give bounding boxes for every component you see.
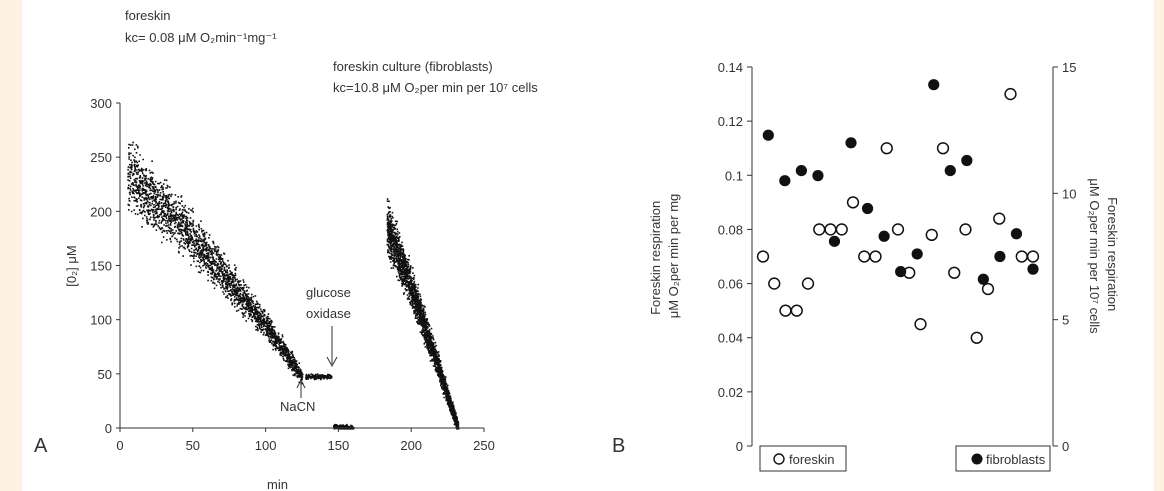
foreskin-point bbox=[790, 304, 803, 317]
fibroblast-point bbox=[1027, 263, 1039, 275]
y-tick-label: 200 bbox=[90, 204, 112, 219]
fibroblast-point bbox=[928, 79, 940, 91]
foreskin-point bbox=[756, 250, 770, 263]
right-tick-label: 5 bbox=[1062, 313, 1069, 328]
fibroblast-point bbox=[961, 154, 973, 167]
right-tick-label: 10 bbox=[1062, 186, 1076, 201]
foreskin-point bbox=[936, 142, 950, 155]
x-tick-label: 250 bbox=[473, 438, 495, 453]
foreskin-point bbox=[959, 223, 972, 236]
foreskin-point bbox=[1015, 250, 1028, 263]
y-tick-label: 50 bbox=[98, 367, 112, 382]
foreskin-point bbox=[891, 223, 905, 236]
x-tick-label: 150 bbox=[328, 438, 350, 453]
foreskin-point bbox=[948, 266, 961, 279]
fibroblast-point bbox=[944, 164, 956, 177]
y-tick-label: 250 bbox=[90, 150, 112, 165]
foreskin-point bbox=[925, 228, 938, 241]
x-tick-label: 50 bbox=[186, 438, 200, 453]
legend-foreskin-label: foreskin bbox=[789, 452, 835, 467]
nacn-label: NaCN bbox=[280, 399, 315, 414]
foreskin-point bbox=[846, 196, 860, 209]
panel-b-y2label-line1: Foreskin respiration bbox=[1105, 197, 1120, 311]
panel-a-label: A bbox=[34, 435, 48, 457]
x-tick-label: 0 bbox=[116, 438, 123, 453]
left-tick-label: 0.1 bbox=[725, 168, 743, 183]
panel-b-ylabel-line1: Foreskin respiration bbox=[648, 201, 663, 315]
foreskin-point bbox=[1004, 87, 1017, 101]
foreskin-point bbox=[993, 212, 1006, 225]
foreskin-point bbox=[869, 250, 882, 263]
y-tick-label: 0 bbox=[105, 421, 112, 436]
left-tick-label: 0.12 bbox=[718, 114, 743, 129]
panel-b-ticks: 0 0.02 0.04 0.06 0.08 0.1 0.12 0.14 0 5 10 15 bbox=[718, 60, 1077, 454]
culture-kc: kc=10.8 μM O₂per min per 10⁷ cells bbox=[333, 80, 538, 95]
right-tick-label: 0 bbox=[1062, 439, 1069, 454]
foreskin-point bbox=[981, 282, 995, 296]
y-tick-label: 100 bbox=[90, 313, 112, 328]
left-tick-label: 0.02 bbox=[718, 385, 743, 400]
foreskin-point bbox=[858, 250, 871, 263]
fibroblast-point bbox=[1010, 228, 1023, 240]
left-tick-label: 0.04 bbox=[718, 331, 743, 346]
foreskin-point bbox=[768, 277, 781, 290]
y-tick-label: 300 bbox=[90, 96, 112, 111]
foreskin-kc: kc= 0.08 μM O₂min⁻¹mg⁻¹ bbox=[125, 30, 277, 45]
fibroblast-point bbox=[994, 250, 1006, 263]
panel-a-ylabel: [0₂] μM bbox=[64, 245, 79, 286]
panel-b-label: B bbox=[612, 435, 625, 457]
foreskin-point bbox=[970, 331, 983, 344]
left-tick-label: 0.08 bbox=[718, 222, 743, 237]
fibroblast-point bbox=[845, 137, 857, 149]
x-tick-label: 200 bbox=[400, 438, 422, 453]
fibroblast-point bbox=[861, 202, 874, 215]
fibroblast-point bbox=[828, 235, 841, 247]
panel-a-xlabel: min bbox=[267, 477, 288, 491]
fibroblast-point bbox=[812, 170, 824, 182]
panel-b-ylabel: Foreskin respiration μM O₂per min per mg bbox=[648, 194, 681, 319]
foreskin-point bbox=[801, 277, 815, 290]
fibroblast-point bbox=[977, 273, 989, 285]
left-tick-label: 0 bbox=[736, 439, 743, 454]
foreskin-point bbox=[914, 318, 927, 331]
panel-b-background bbox=[592, 0, 1154, 491]
fibroblast-point bbox=[795, 164, 807, 177]
panel-a-background bbox=[22, 0, 592, 491]
left-tick-label: 0.06 bbox=[718, 277, 743, 292]
foreskin-point bbox=[813, 223, 826, 236]
foreskin-point bbox=[779, 304, 792, 317]
glucose-label: glucose bbox=[306, 285, 351, 300]
legend-fibroblasts-marker bbox=[971, 453, 983, 465]
legend-foreskin-marker bbox=[773, 453, 785, 465]
foreskin-point bbox=[824, 223, 837, 236]
panel-b-y2label-line2: μM O₂per min per 10⁷ cells bbox=[1087, 178, 1102, 334]
panel-a-ticks: 0 50 100 150 200 250 0 50 100 150 200 250 300 bbox=[90, 96, 495, 453]
fibroblast-point bbox=[779, 175, 791, 187]
foreskin-title: foreskin bbox=[125, 8, 171, 23]
foreskin-point bbox=[835, 223, 848, 236]
fibroblast-point bbox=[762, 129, 774, 141]
right-tick-label: 15 bbox=[1062, 60, 1076, 75]
panel-b-points bbox=[756, 79, 1040, 344]
left-tick-label: 0.14 bbox=[718, 60, 743, 75]
panel-b-y2label: Foreskin respiration μM O₂per min per 10… bbox=[1087, 178, 1120, 334]
legend-fibroblasts-label: fibroblasts bbox=[986, 452, 1046, 467]
nacn-arrowhead bbox=[296, 378, 306, 389]
foreskin-point bbox=[1026, 250, 1040, 263]
glucose-arrowhead bbox=[326, 356, 338, 368]
oxidase-label: oxidase bbox=[306, 306, 351, 321]
y-tick-label: 150 bbox=[90, 259, 112, 274]
fibroblast-point bbox=[878, 230, 890, 242]
fibroblast-point bbox=[911, 248, 923, 260]
panel-b-ylabel-line2: μM O₂per min per mg bbox=[666, 194, 681, 319]
foreskin-point bbox=[880, 142, 893, 155]
x-tick-label: 100 bbox=[255, 438, 277, 453]
fibroblast-point bbox=[895, 266, 907, 278]
culture-title: foreskin culture (fibroblasts) bbox=[333, 59, 493, 74]
